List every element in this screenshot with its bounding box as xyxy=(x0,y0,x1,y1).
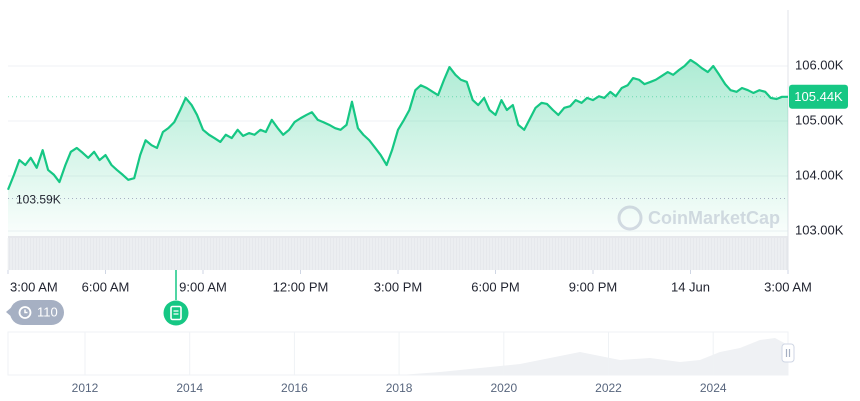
x-tick-label: 9:00 AM xyxy=(179,279,227,294)
y-tick-label: 105.00K xyxy=(795,112,844,127)
navigator-year: 2020 xyxy=(490,381,517,395)
navigator: 2012 2014 2016 2018 2020 2022 2024 xyxy=(7,331,795,395)
price-line xyxy=(6,58,788,191)
navigator-year: 2016 xyxy=(281,381,308,395)
watermark: CoinMarketCap xyxy=(617,205,780,231)
low-label: 103.59K xyxy=(16,193,61,207)
last-price-badge xyxy=(789,84,848,109)
volume-bars xyxy=(7,238,786,270)
navigator-year: 2022 xyxy=(595,381,622,395)
navigator-area xyxy=(8,338,788,375)
x-tick-label: 3:00 PM xyxy=(374,279,422,294)
badge-count: 110 xyxy=(37,304,58,319)
watermark-text: CoinMarketCap xyxy=(648,208,780,228)
event-marker[interactable] xyxy=(163,270,189,326)
last-price-label: 105.44K xyxy=(794,89,843,104)
x-tick-label: 6:00 PM xyxy=(471,279,519,294)
x-tick-label: 3:00 AM xyxy=(10,279,58,294)
x-tick-label: 14 Jun xyxy=(671,279,710,294)
navigator-year: 2012 xyxy=(72,381,99,395)
navigator-handle[interactable] xyxy=(781,343,795,363)
x-tick-label: 9:00 PM xyxy=(569,279,617,294)
x-tick-label: 12:00 PM xyxy=(273,279,329,294)
history-badge[interactable]: 110 xyxy=(6,300,64,325)
x-tick-label: 6:00 AM xyxy=(82,279,130,294)
y-tick-label: 103.00K xyxy=(795,222,844,237)
x-tick-label: 3:00 AM xyxy=(764,279,812,294)
price-area xyxy=(8,59,788,237)
navigator-year: 2014 xyxy=(176,381,203,395)
y-tick-label: 104.00K xyxy=(795,167,844,182)
navigator-year: 2018 xyxy=(386,381,413,395)
y-tick-label: 106.00K xyxy=(795,57,844,72)
navigator-year: 2024 xyxy=(700,381,727,395)
